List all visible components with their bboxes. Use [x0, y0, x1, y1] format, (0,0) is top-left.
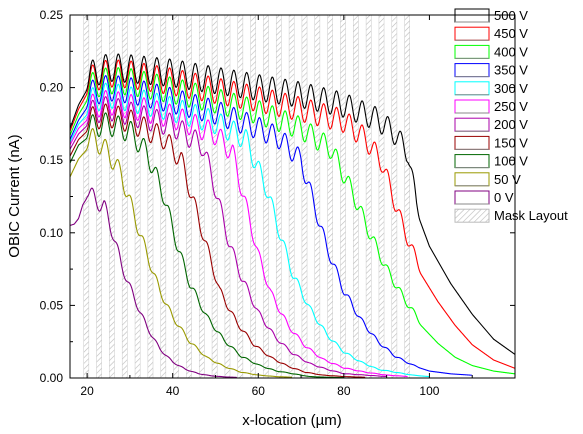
mask-stripe — [340, 15, 346, 378]
series-line-50v — [70, 127, 293, 378]
mask-stripe — [237, 15, 244, 378]
mask-stripe — [224, 15, 231, 378]
legend-swatch — [454, 154, 490, 169]
mask-stripe — [404, 15, 410, 378]
legend-swatch — [454, 135, 490, 150]
series-line-200v — [70, 96, 387, 378]
legend-swatch — [454, 63, 490, 78]
mask-stripe — [83, 15, 90, 378]
mask-stripe — [109, 15, 115, 378]
legend-label-mask: Mask Layout — [494, 208, 568, 223]
y-axis-title: OBIC Current (nA) — [6, 134, 23, 257]
mask-stripe — [288, 15, 295, 378]
x-tick-label: 80 — [337, 384, 351, 398]
legend-swatch — [454, 117, 490, 132]
legend-label: 400 V — [494, 44, 528, 59]
legend-swatch — [454, 44, 490, 59]
mask-stripe — [314, 15, 321, 378]
mask-stripe — [353, 15, 359, 378]
mask-layout-stripes — [83, 15, 410, 378]
y-tick-label: 0.10 — [40, 226, 64, 240]
legend-swatch — [454, 26, 490, 41]
series-line-350v — [70, 75, 472, 376]
legend: 500 V 450 V 400 V 350 V 300 V 250 V 200 V 150 V… — [454, 8, 568, 223]
x-axis-title: x-location (µm) — [242, 412, 342, 429]
mask-stripe — [275, 15, 282, 378]
legend-swatch — [454, 81, 490, 96]
mask-stripe — [378, 15, 385, 378]
mask-stripe — [147, 15, 154, 378]
mask-stripe — [96, 15, 102, 378]
series-lines — [70, 53, 515, 378]
legend-label: 200 V — [494, 117, 528, 132]
mask-stripe — [301, 15, 308, 378]
x-tick-label: 100 — [419, 384, 439, 398]
legend-swatch — [454, 190, 490, 205]
legend-swatch — [454, 99, 490, 114]
legend-label: 250 V — [494, 99, 528, 114]
series-line-500v — [70, 53, 515, 355]
y-tick-label: 0.25 — [40, 8, 64, 22]
legend-label: 0 V — [494, 190, 514, 205]
series-line-250v — [70, 90, 408, 378]
mask-stripe — [327, 15, 333, 378]
series-line-0v — [70, 187, 237, 378]
y-tick-label: 0.00 — [40, 371, 64, 385]
legend-label: 50 V — [494, 172, 521, 187]
legend-label: 100 V — [494, 154, 528, 169]
y-tick-label: 0.05 — [40, 298, 64, 312]
series-line-450v — [70, 59, 515, 369]
mask-stripe — [365, 15, 372, 378]
legend-label: 500 V — [494, 8, 528, 23]
y-tick-label: 0.20 — [40, 81, 64, 95]
x-tick-label: 40 — [166, 384, 180, 398]
series-line-100v — [70, 112, 344, 378]
x-axis: 20 40 60 80 100 — [80, 15, 473, 398]
mask-stripe — [250, 15, 256, 378]
series-line-300v — [70, 82, 430, 378]
series-line-400v — [70, 67, 515, 375]
mask-stripe — [173, 15, 179, 378]
mask-stripe — [160, 15, 167, 378]
series-line-150v — [70, 103, 366, 378]
mask-stripe — [391, 15, 398, 378]
legend-label: 300 V — [494, 81, 528, 96]
legend-label: 350 V — [494, 63, 528, 78]
legend-label: 450 V — [494, 26, 528, 41]
mask-stripe — [134, 15, 141, 378]
legend-swatch — [454, 172, 490, 187]
x-tick-label: 20 — [80, 384, 94, 398]
legend-label: 150 V — [494, 135, 528, 150]
mask-stripe — [198, 15, 205, 378]
y-tick-label: 0.15 — [40, 153, 64, 167]
legend-swatch-mask — [454, 208, 490, 223]
x-tick-label: 60 — [252, 384, 266, 398]
y-axis: 0.00 0.05 0.10 0.15 0.20 0.25 — [40, 8, 515, 385]
